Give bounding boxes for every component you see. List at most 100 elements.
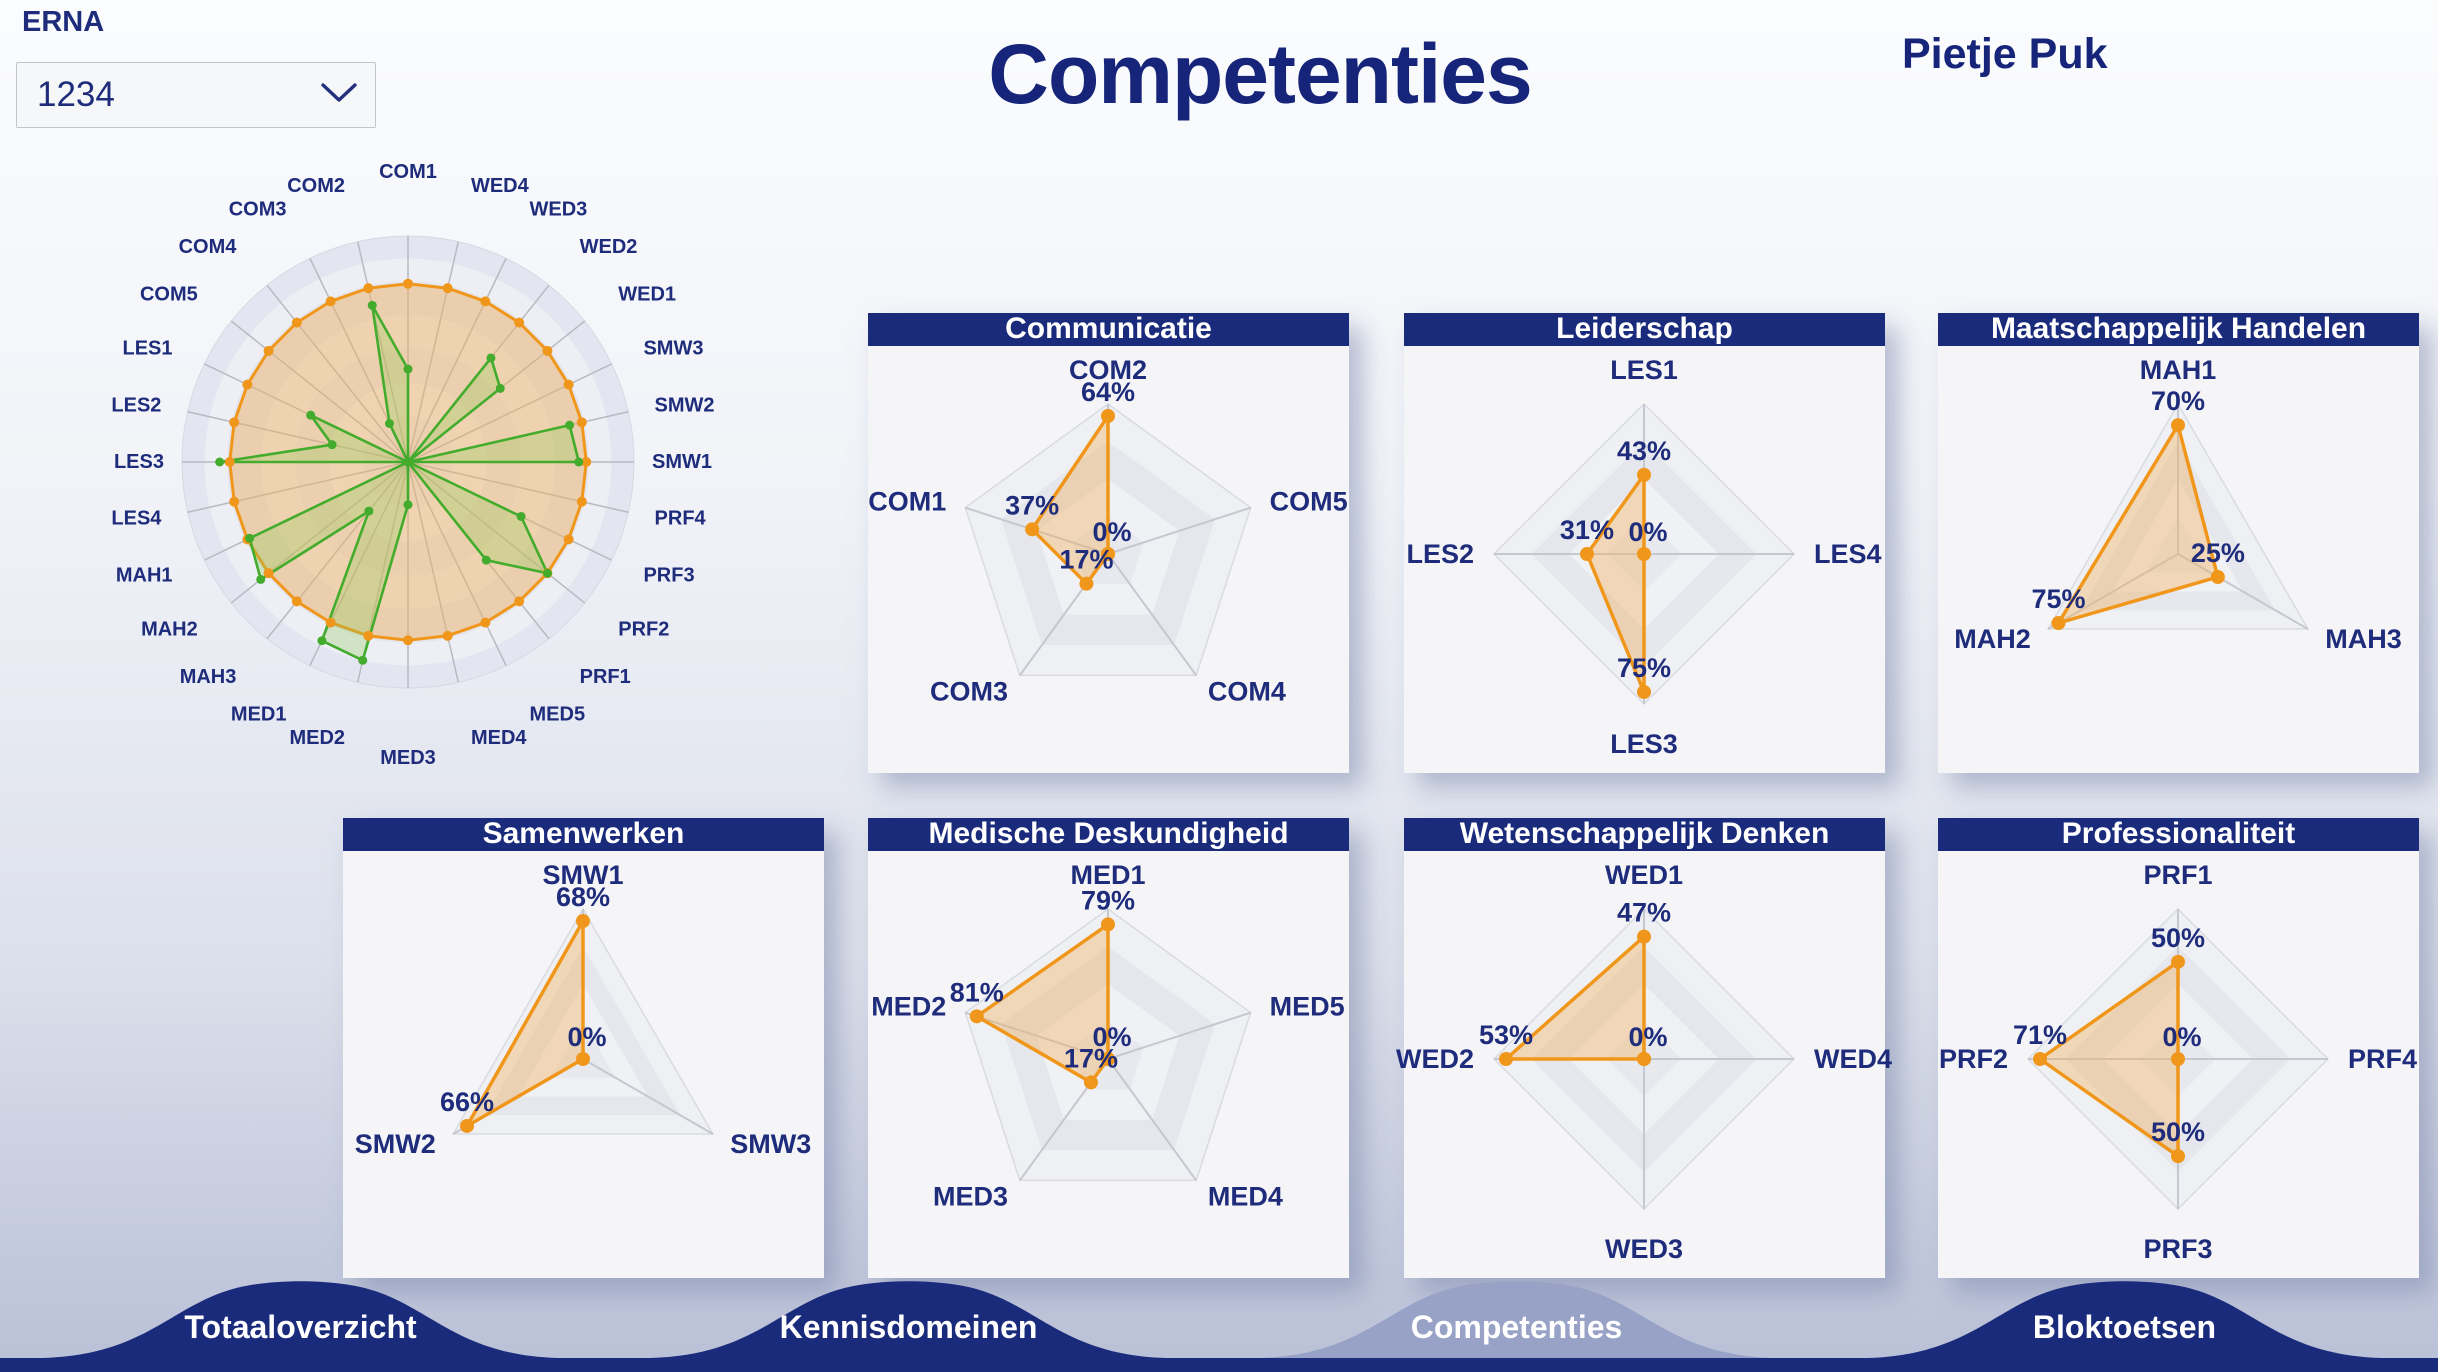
radar-chart-communicatie[interactable]: COM2 COM5 COM4 COM3 COM1 64% 17% 37% 0%: [868, 346, 1349, 773]
axis-line: [187, 461, 409, 514]
value-label: 50%: [2151, 923, 2205, 953]
tab-bloktoetsen[interactable]: Bloktoetsen: [1867, 1272, 2382, 1358]
data-point: [495, 383, 505, 393]
page-title: Competenties: [988, 27, 1532, 121]
data-point: [542, 345, 553, 356]
axis-label: LES4: [1814, 539, 1882, 569]
tab-totaaloverzicht[interactable]: Totaaloverzicht: [43, 1272, 558, 1358]
radar-svg: COM2 COM5 COM4 COM3 COM1 64% 17%37% 0%: [868, 355, 1348, 707]
radar-chart-professionaliteit[interactable]: PRF1 PRF4 PRF3 PRF2 50% 50% 71% 0%: [1938, 851, 2419, 1278]
data-point: [1101, 1052, 1115, 1066]
axis-line: [266, 461, 409, 640]
axis-label: PRF1: [580, 666, 631, 688]
data-point: [460, 1118, 475, 1133]
radar-svg: LES1 LES4 LES3 LES2 43% 75% 31% 0%: [1406, 355, 1882, 759]
data-point: [581, 457, 592, 467]
value-label: 47%: [1617, 898, 1671, 928]
value-label: 75%: [2031, 584, 2085, 614]
axis-label: MED3: [933, 1182, 1008, 1212]
data-point: [229, 417, 240, 428]
chevron-down-icon[interactable]: [321, 82, 357, 108]
axis-line: [407, 461, 629, 514]
axis-label: COM4: [179, 236, 238, 258]
radar-chart-maatschappelijk-handelen[interactable]: MAH1 MAH3 MAH2 70% 25% 75%: [1938, 346, 2419, 773]
axis-label: PRF3: [643, 564, 694, 586]
data-point: [263, 568, 274, 579]
data-point: [1637, 547, 1651, 561]
value-label: 0%: [2162, 1022, 2201, 1052]
data-point: [969, 1009, 984, 1024]
data-point: [363, 283, 374, 294]
panel-title-bar: Medische Deskundigheid: [868, 818, 1349, 851]
data-point: [325, 617, 336, 628]
axis-label: WED4: [471, 175, 530, 197]
panel-professionaliteit: Professionaliteit PRF1 PRF4 PRF3 PRF2 50% 50%…: [1938, 818, 2419, 1278]
data-point: [229, 496, 240, 507]
data-point: [1637, 685, 1651, 699]
data-point: [384, 419, 394, 429]
tab-hill-shape: [1867, 1281, 2382, 1358]
data-point: [480, 617, 491, 628]
data-point: [576, 1052, 590, 1066]
value-label: 70%: [2151, 386, 2205, 416]
data-point: [1025, 522, 1040, 537]
axis-label: COM5: [140, 283, 198, 305]
score-polygon: [218, 304, 581, 662]
axis-line: [230, 320, 409, 463]
value-label: 0%: [1628, 1022, 1667, 1052]
axis-label: COM3: [229, 199, 287, 221]
axis-label: WED2: [1396, 1044, 1474, 1074]
data-point: [306, 410, 316, 420]
value-label: 37%: [1005, 490, 1059, 520]
axis-line: [407, 461, 507, 666]
axis-label: SMW3: [643, 338, 703, 360]
value-label: 75%: [1617, 653, 1671, 683]
score-polygon: [465, 919, 585, 1128]
axis-line: [266, 284, 409, 463]
overview-radar-chart[interactable]: COM1 WED4 WED3 WED2 WED1 SMW3 SMW2 SMW1 PRF4 PRF3…: [100, 148, 720, 769]
value-label: 50%: [2151, 1117, 2205, 1147]
value-label: 31%: [1560, 515, 1614, 545]
value-label: 71%: [2013, 1020, 2067, 1050]
data-point: [1637, 467, 1651, 482]
tab-competenties[interactable]: Competenties: [1259, 1272, 1774, 1358]
value-label: 17%: [1059, 545, 1113, 575]
data-point: [2171, 418, 2185, 433]
panel-communicatie: Communicatie COM2 COM5 COM4 COM3 COM1 64% 17% 3…: [868, 313, 1349, 773]
axis-label: COM1: [379, 161, 437, 183]
axis-label: MAH2: [1954, 624, 2031, 654]
bottom-bar: [0, 1358, 2438, 1372]
score-polygon: [2056, 423, 2220, 625]
value-label: 79%: [1081, 885, 1135, 915]
axis-label: COM5: [1270, 486, 1348, 516]
data-point: [480, 296, 491, 307]
tab-hill-shape: [43, 1281, 558, 1358]
panel-title: Communicatie: [1005, 312, 1212, 345]
axis-line: [407, 363, 612, 463]
axis-label: LES1: [1610, 355, 1678, 385]
axis-line: [2177, 553, 2309, 630]
axis-line: [1107, 1011, 1251, 1060]
data-point: [1637, 929, 1651, 944]
value-label: 81%: [950, 977, 1004, 1007]
cohort-dropdown[interactable]: 1234: [16, 62, 376, 128]
axis-label: MAH2: [141, 619, 198, 641]
data-point: [263, 345, 274, 356]
axis-line: [582, 1058, 714, 1135]
data-point: [1499, 1052, 1513, 1066]
tab-kennisdomeinen[interactable]: Kennisdomeinen: [651, 1272, 1166, 1358]
data-point: [215, 457, 225, 467]
axis-label: COM1: [868, 486, 946, 516]
score-polygon: [1504, 934, 1646, 1061]
radar-chart-samenwerken[interactable]: SMW1 SMW3 SMW2 68% 66% 0%: [343, 851, 824, 1278]
cohort-dropdown-value: 1234: [37, 75, 115, 114]
panel-title-bar: Professionaliteit: [1938, 818, 2419, 851]
radar-chart-wetenschappelijk-denken[interactable]: WED1 WED4 WED3 WED2 47% 53% 0%: [1396, 851, 1892, 1278]
data-point: [514, 317, 525, 328]
data-point: [403, 635, 413, 646]
radar-chart-medische-deskundigheid[interactable]: MED1 MED5 MED4 MED3 MED2 79% 17% 81% 0%: [868, 851, 1349, 1278]
data-point: [481, 555, 491, 565]
value-label: 0%: [567, 1022, 606, 1052]
panel-title: Medische Deskundigheid: [928, 817, 1289, 850]
radar-chart-leiderschap[interactable]: LES1 LES4 LES3 LES2 43% 75% 31% 0%: [1404, 346, 1885, 773]
